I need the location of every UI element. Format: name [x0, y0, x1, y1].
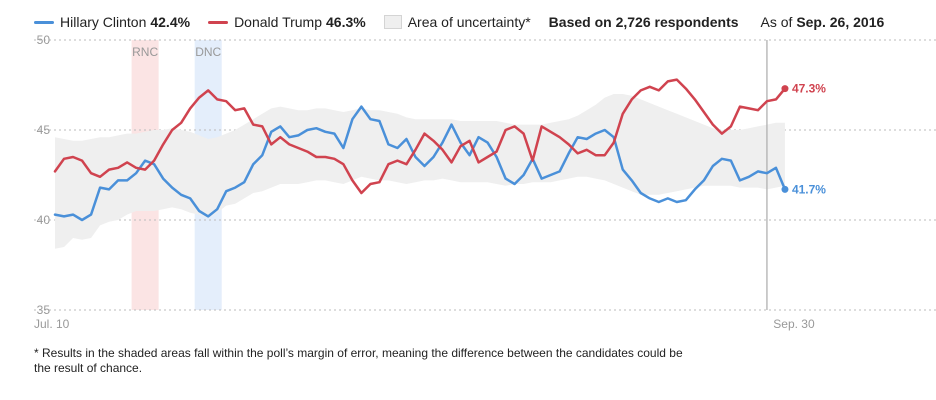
- end-label-trump: 47.3%: [792, 82, 826, 96]
- band-label-rnc: RNC: [132, 45, 158, 59]
- x-tick-label: Jul. 10: [34, 317, 70, 331]
- legend-trump-swatch: [208, 20, 229, 24]
- gridlines: [34, 39, 936, 311]
- legend-trump: Donald Trump 46.3%: [208, 14, 366, 30]
- series-line-clinton: [53, 105, 787, 222]
- series-line-trump: [53, 78, 787, 195]
- end-point-clinton: [781, 185, 789, 193]
- y-tick-35: 35: [37, 303, 51, 317]
- axis-labels: RNC DNC 35 40 45 50 41.7% 47.3% Jul. 10 Sep. 30: [34, 33, 826, 331]
- chart-legend: Hillary Clinton 42.4% Donald Trump 46.3%…: [34, 12, 884, 32]
- legend-uncertainty: Area of uncertainty*: [383, 14, 531, 30]
- y-tick-40: 40: [37, 213, 51, 227]
- y-tick-45: 45: [37, 123, 51, 137]
- uncertainty-area-path: [55, 94, 785, 249]
- legend-clinton-value: 42.4%: [150, 14, 191, 30]
- respondent-count: Based on 2,726 respondents: [548, 14, 739, 30]
- band-label-dnc: DNC: [195, 45, 221, 59]
- end-point-trump: [781, 85, 789, 93]
- legend-clinton-swatch: [34, 20, 54, 24]
- poll-chart: RNC DNC 35 40 45 50 41.7% 47.3% Jul. 10 Sep. 30: [34, 33, 936, 331]
- x-tick-label: Sep. 30: [773, 317, 815, 331]
- series-lines: [53, 78, 789, 222]
- legend-trump-value: 46.3%: [326, 14, 366, 30]
- legend-clinton-label: Hillary Clinton: [60, 14, 147, 30]
- y-tick-50: 50: [37, 33, 51, 47]
- end-label-clinton: 41.7%: [792, 182, 826, 196]
- as-of-prefix: As of: [760, 14, 793, 30]
- legend-uncertainty-swatch: [383, 15, 402, 29]
- legend-uncertainty-label: Area of uncertainty*: [407, 14, 531, 30]
- legend-trump-label: Donald Trump: [234, 14, 322, 30]
- legend-clinton: Hillary Clinton 42.4%: [34, 14, 190, 30]
- uncertainty-area: [55, 94, 785, 249]
- as-of-date: Sep. 26, 2016: [796, 14, 885, 30]
- footnote: * Results in the shaded areas fall withi…: [34, 346, 683, 375]
